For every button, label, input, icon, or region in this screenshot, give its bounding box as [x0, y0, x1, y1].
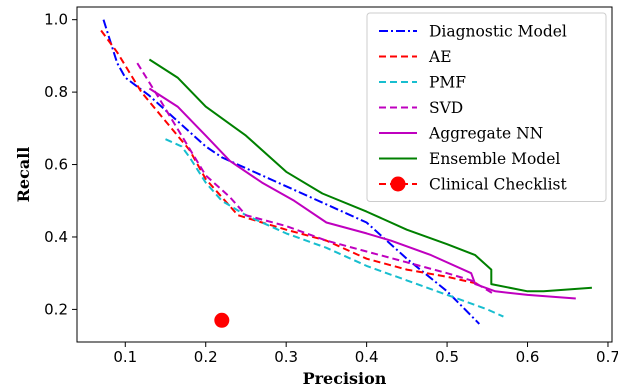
x-tick-label: 0.4: [355, 348, 379, 366]
legend-marker-clinical-checklist: [390, 176, 406, 192]
clinical-checklist-point: [214, 312, 230, 328]
legend-label-ae: AE: [428, 48, 452, 66]
pmf-line: [165, 138, 504, 318]
series-layer: [100, 19, 592, 328]
legend-label-svd: SVD: [429, 99, 463, 117]
x-tick-label: 0.5: [435, 348, 459, 366]
ticks-layer: 0.1 0.2 0.3 0.4 0.5 0.6 0.7 0.2 0.4 0.6 0.8 1.0: [44, 11, 618, 366]
legend-label-pmf: PMF: [429, 74, 466, 92]
svd-line: [136, 62, 496, 296]
y-axis-title: Recall: [14, 147, 33, 203]
y-tick-label: 0.2: [44, 300, 68, 318]
legend-label-diagnostic-model: Diagnostic Model: [429, 23, 567, 41]
y-tick-label: 0.8: [44, 83, 68, 101]
y-tick-label: 0.4: [44, 228, 68, 246]
x-axis-title: Precision: [303, 369, 387, 388]
plot-frame: [76, 6, 613, 343]
x-tick-label: 0.7: [596, 348, 618, 366]
x-tick-label: 0.6: [516, 348, 540, 366]
legend: Diagnostic Model AE PMF SVD Aggregate NN Ense…: [366, 12, 607, 202]
legend-box: [366, 12, 607, 202]
x-tick-label: 0.3: [274, 348, 298, 366]
diagnostic-model-line: [102, 19, 481, 325]
legend-label-ensemble-model: Ensemble Model: [429, 150, 560, 168]
legend-label-clinical-checklist: Clinical Checklist: [429, 176, 567, 194]
aggregate-nn-line: [148, 87, 576, 300]
y-tick-label: 1.0: [44, 11, 68, 29]
y-tick-label: 0.6: [44, 156, 68, 174]
ensemble-model-line: [148, 58, 592, 293]
x-tick-label: 0.1: [113, 348, 137, 366]
legend-label-aggregate-nn: Aggregate NN: [428, 125, 543, 143]
x-tick-label: 0.2: [194, 348, 218, 366]
